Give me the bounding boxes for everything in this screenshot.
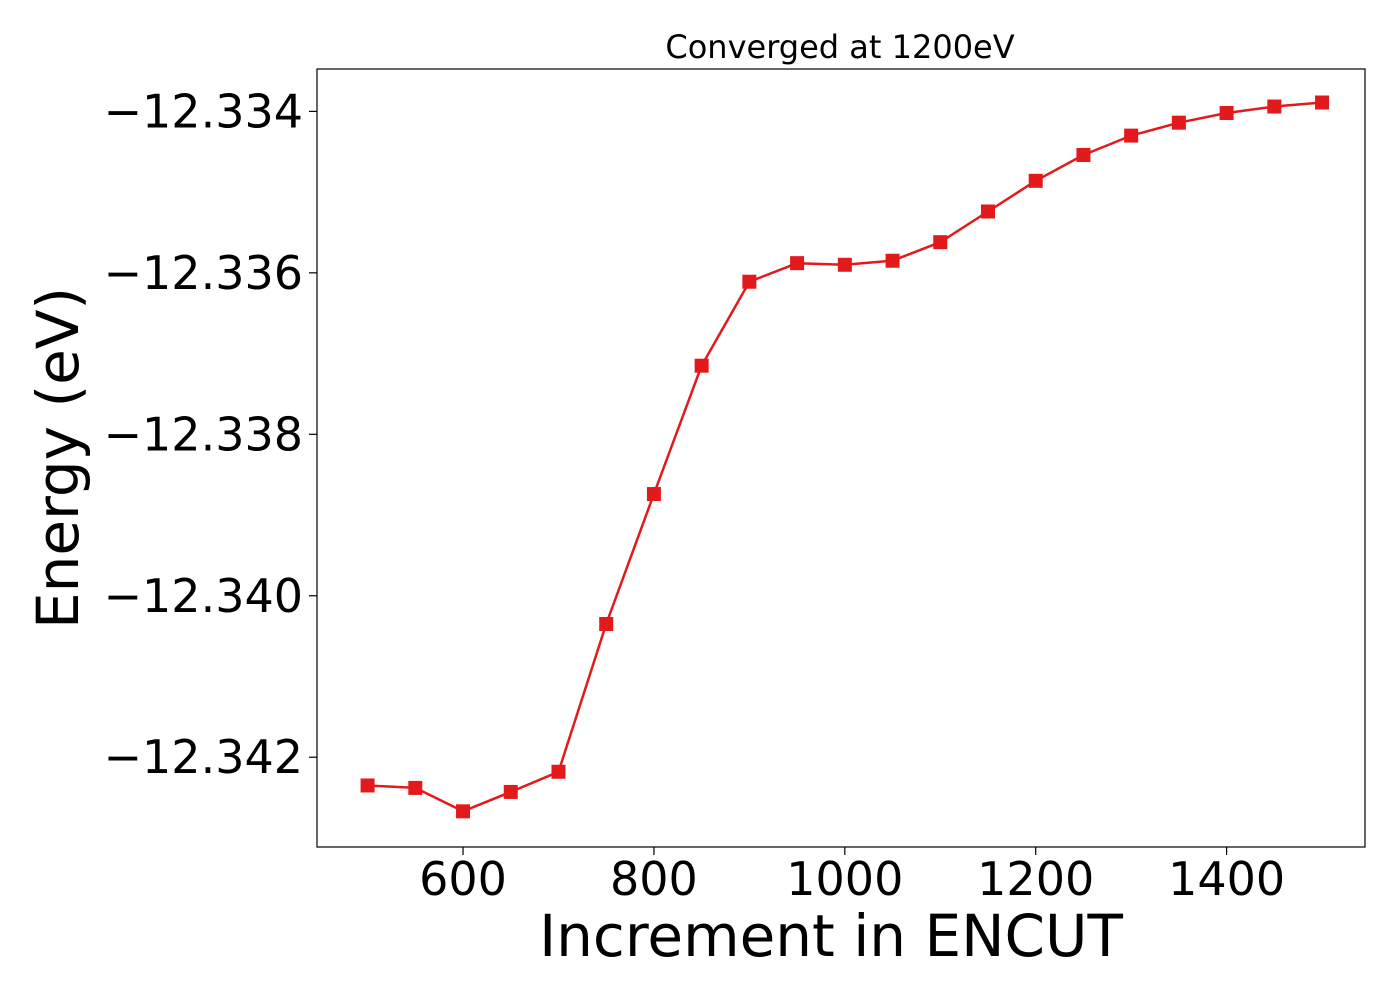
- data-point: [1076, 147, 1091, 162]
- data-point: [551, 764, 566, 779]
- y-axis: −12.334 −12.336 −12.338 −12.340 −12.342: [104, 84, 317, 784]
- data-point: [694, 358, 709, 373]
- data-point: [599, 617, 614, 632]
- x-tick-label: 800: [610, 852, 698, 906]
- y-tick-label: −12.342: [104, 730, 304, 784]
- data-point: [1124, 128, 1139, 143]
- data-point: [360, 778, 375, 793]
- x-tick-label: 600: [419, 852, 507, 906]
- y-tick-label: −12.336: [104, 246, 304, 300]
- x-axis: 600 800 1000 1200 1400: [419, 847, 1285, 906]
- y-tick-label: −12.340: [104, 569, 304, 623]
- data-point: [456, 804, 471, 819]
- y-tick-label: −12.338: [104, 407, 304, 461]
- data-point: [408, 780, 423, 795]
- x-tick-label: 1000: [786, 852, 903, 906]
- data-point: [742, 274, 757, 289]
- data-point: [503, 784, 518, 799]
- x-tick-label: 1400: [1168, 852, 1285, 906]
- data-point: [790, 256, 805, 271]
- y-axis-label: Energy (eV): [24, 287, 92, 629]
- chart-title: Converged at 1200eV: [665, 28, 1014, 66]
- data-point: [1219, 105, 1234, 120]
- data-point: [933, 235, 948, 250]
- data-point: [980, 204, 995, 219]
- data-point: [646, 487, 661, 502]
- data-point: [837, 257, 852, 272]
- y-tick-label: −12.334: [104, 84, 304, 138]
- data-point: [1171, 115, 1186, 130]
- axes-frame: [316, 68, 1366, 848]
- data-point: [1315, 95, 1330, 110]
- data-point: [1267, 99, 1282, 114]
- data-point: [1028, 173, 1043, 188]
- x-tick-label: 1200: [977, 852, 1094, 906]
- plot-area: [360, 95, 1330, 819]
- data-point: [885, 253, 900, 268]
- x-axis-label: Increment in ENCUT: [539, 902, 1123, 970]
